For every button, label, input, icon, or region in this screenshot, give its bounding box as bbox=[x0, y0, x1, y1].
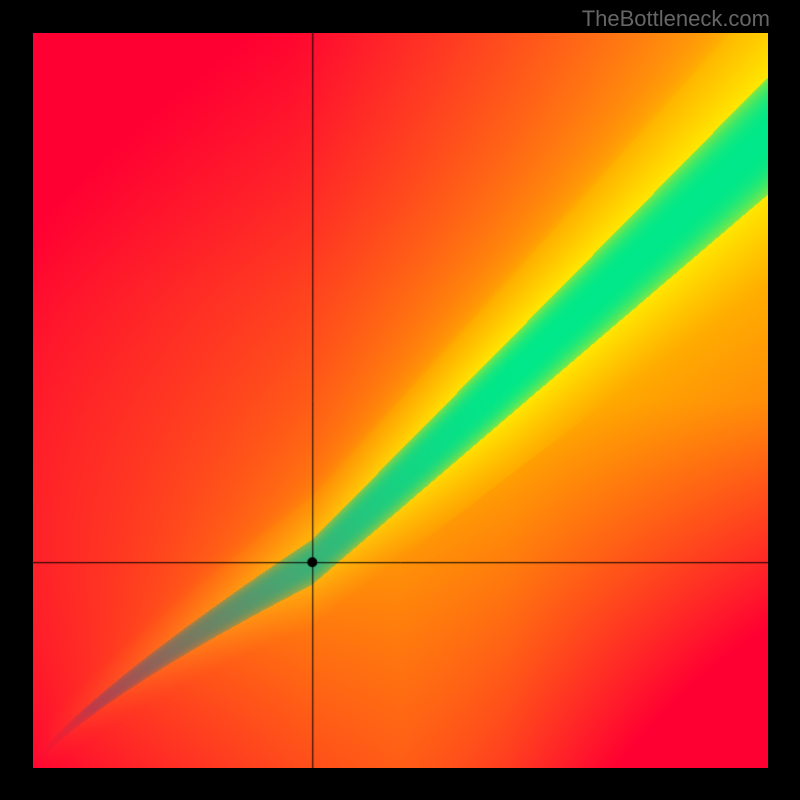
heatmap-canvas bbox=[33, 33, 768, 768]
attribution-label: TheBottleneck.com bbox=[582, 6, 770, 32]
chart-root: TheBottleneck.com bbox=[0, 0, 800, 800]
plot-area bbox=[33, 33, 768, 768]
